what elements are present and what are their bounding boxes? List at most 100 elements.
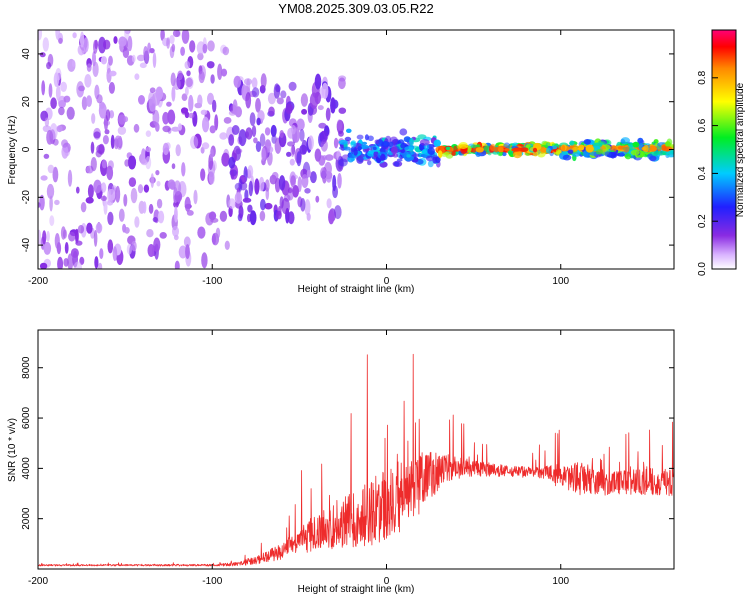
spectrogram-cell: [287, 187, 293, 194]
spectrogram-cell: [234, 192, 243, 204]
spectrogram-cell: [212, 99, 217, 113]
spectrogram-cell: [181, 30, 190, 44]
spectrogram-cell: [647, 153, 653, 160]
spectrogram-cell: [93, 230, 98, 247]
spectrogram-cell: [46, 230, 50, 242]
spectrogram-cell: [630, 149, 640, 156]
spectrogram-cell: [177, 70, 183, 81]
spectrogram-cell: [86, 222, 93, 234]
spectrogram-cell: [300, 198, 306, 212]
spectrogram-cell: [232, 99, 238, 115]
spectrogram-cell: [255, 141, 262, 153]
spectrogram-cell: [77, 44, 85, 56]
spectrogram-cell: [356, 134, 364, 140]
spectrogram-cell: [314, 148, 322, 162]
spectrogram-cell: [61, 145, 69, 159]
spectrogram-cell: [188, 94, 194, 112]
spectrogram-cell: [445, 146, 451, 151]
spectrogram-cell: [330, 97, 336, 114]
spectrogram-cell: [171, 163, 176, 170]
spectrogram-cell: [321, 82, 329, 99]
spectrogram-cell: [325, 107, 331, 122]
spectrogram-cell: [78, 85, 86, 92]
spectrogram-cell: [209, 125, 216, 134]
spectrogram-cell: [207, 40, 215, 52]
spectrogram-cell: [406, 154, 411, 158]
spectrogram-cell: [185, 86, 189, 96]
spectrogram-cell: [72, 32, 77, 39]
spectrogram-cell: [296, 118, 305, 131]
spectrogram-cell: [360, 144, 370, 150]
spectrogram-cell: [260, 198, 266, 211]
spectrogram-cell: [49, 215, 55, 227]
colorbar-tick-label: 0.2: [697, 214, 708, 228]
spectrogram-cell: [66, 106, 75, 120]
spectrogram-cell: [127, 155, 137, 170]
y-tick-label: 0: [21, 146, 32, 152]
spectrogram-cell: [166, 101, 172, 107]
spectrogram-cell: [118, 114, 127, 125]
spectrogram-cell: [124, 159, 130, 167]
spectrogram-cell: [399, 128, 408, 136]
spectrogram-cell: [367, 135, 374, 142]
spectrogram-cell: [109, 110, 115, 119]
spectrogram-cell: [127, 35, 133, 52]
spectrogram-cell: [219, 210, 228, 222]
spectrogram-cell: [624, 153, 632, 160]
spectrogram-cell: [143, 46, 149, 60]
spectrogram-cell: [228, 198, 236, 209]
spectrogram-cell: [184, 111, 190, 119]
spectrogram-cell: [155, 122, 160, 132]
spectrogram-cell: [94, 256, 99, 269]
spectrogram-cell: [567, 149, 574, 155]
spectrogram-cell: [105, 109, 111, 121]
spectrogram-cell: [338, 158, 348, 167]
spectrogram-cell: [46, 183, 55, 199]
spectrogram-cell: [50, 97, 57, 109]
spectrogram-cell: [58, 106, 65, 116]
spectrogram-cell: [76, 186, 80, 194]
spectrogram-cell: [123, 194, 128, 207]
spectrogram-cell: [595, 149, 604, 155]
spectrogram-cell: [217, 63, 223, 80]
spectrogram-cell: [133, 123, 140, 133]
spectrogram-cell: [577, 147, 584, 151]
spectrogram-cell: [649, 145, 658, 152]
spectrogram-cell: [325, 154, 334, 161]
spectrogram-cell: [256, 117, 261, 126]
spectrogram-cell: [183, 236, 191, 248]
spectrogram-cell: [86, 63, 92, 72]
spectrogram-cell: [112, 246, 118, 262]
spectrogram-cell: [147, 244, 155, 257]
spectrogram-cell: [343, 146, 351, 151]
spectrogram-cell: [38, 229, 42, 245]
spectrogram-cell: [238, 178, 243, 192]
snr-plot-frame: [37, 329, 675, 570]
spectrogram-cell: [139, 62, 147, 69]
spectrogram-cell: [197, 94, 203, 108]
spectrogram-cell: [38, 30, 43, 41]
spectrogram-cell: [222, 46, 230, 56]
spectrogram-cell: [98, 262, 103, 269]
spectrogram-cell: [328, 209, 335, 225]
spectrogram-cell: [304, 188, 311, 194]
spectrogram-cell: [39, 262, 48, 269]
spectrogram-cell: [131, 54, 136, 63]
spectrogram-cell: [92, 61, 99, 77]
spectrogram-cell: [160, 30, 165, 42]
spectrogram-cell: [665, 141, 671, 148]
spectrogram-cell: [63, 95, 71, 103]
x-tick-label: -200: [28, 276, 48, 287]
y-tick-label: 2000: [21, 507, 32, 530]
spectrogram-cell: [175, 144, 181, 157]
spectrogram-cell: [280, 90, 287, 99]
colorbar-tick-label: 0.0: [697, 262, 708, 276]
spectrogram-cell: [453, 145, 458, 153]
y-tick-label: 4000: [21, 457, 32, 480]
spectrogram-cell: [142, 201, 147, 214]
spectrogram-x-axis-label: Height of straight line (km): [298, 284, 415, 295]
spectrogram-cell: [238, 129, 247, 147]
spectrogram-cell: [42, 37, 49, 52]
spectrogram-cell: [190, 135, 199, 149]
spectrogram-cell: [167, 179, 176, 189]
